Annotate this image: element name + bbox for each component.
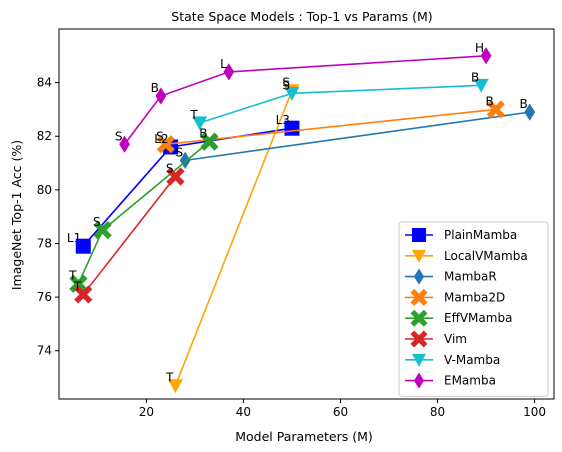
legend-item-mamba2d: Mamba2D <box>405 288 505 306</box>
legend-label: LocalVMamba <box>444 249 528 263</box>
point-vim <box>74 285 93 304</box>
point-label: H <box>475 41 484 55</box>
legend-marker <box>412 353 426 367</box>
x-tick-label: 20 <box>139 405 154 419</box>
legend-label: MambaR <box>444 270 497 284</box>
series-line-vim <box>82 175 177 295</box>
legend-marker <box>410 330 428 348</box>
series-line-mamba2d <box>165 108 496 146</box>
point-label: T <box>189 108 198 122</box>
point-plainmamba <box>75 238 91 254</box>
chart-title: State Space Models : Top-1 vs Params (M) <box>171 9 432 24</box>
point-label: S <box>282 76 290 90</box>
series-vim <box>74 167 185 304</box>
legend-marker <box>410 288 428 306</box>
series-line-emamba <box>123 55 487 145</box>
plot-frame <box>58 28 555 400</box>
legend-item-plainmamba: PlainMamba <box>405 228 517 242</box>
point-mamba2d <box>156 135 175 154</box>
point-label: B <box>486 94 494 108</box>
point-mambar <box>524 103 536 121</box>
point-vim <box>166 167 185 186</box>
x-axis-label: Model Parameters (M) <box>235 429 373 444</box>
point-localvmamba <box>167 379 183 394</box>
point-label: S <box>93 215 101 229</box>
series-mamba2d <box>156 100 505 154</box>
legend-item-v-mamba: V-Mamba <box>405 353 500 367</box>
series-line-mambar <box>185 111 530 162</box>
point-label: L <box>220 57 227 71</box>
point-label: S <box>115 129 123 143</box>
point-v-mamba <box>473 78 489 93</box>
point-label: B <box>151 81 159 95</box>
point-emamba <box>223 63 235 81</box>
point-label: T <box>165 371 174 385</box>
legend-item-emamba: EMamba <box>405 372 496 389</box>
point-label: L3 <box>276 113 290 127</box>
y-tick-label: 78 <box>37 236 52 250</box>
series-line-plainmamba <box>82 127 293 247</box>
series-v-mamba <box>192 78 489 131</box>
legend-item-localvmamba: LocalVMamba <box>405 249 528 263</box>
y-tick-label: 76 <box>37 290 52 304</box>
point-label: S <box>282 78 290 92</box>
point-label: S <box>156 129 164 143</box>
y-tick-label: 84 <box>37 76 52 90</box>
point-effvmamba <box>200 132 219 151</box>
point-label: T <box>68 269 77 283</box>
legend-label: PlainMamba <box>444 228 517 242</box>
point-emamba <box>119 135 130 153</box>
series-emamba <box>119 47 492 153</box>
point-label: B <box>471 70 479 84</box>
y-tick-label: 74 <box>37 344 52 358</box>
point-v-mamba <box>284 86 300 101</box>
legend-label: V-Mamba <box>444 353 500 367</box>
legend-box <box>398 221 549 397</box>
point-label: T <box>73 279 82 293</box>
point-mamba2d <box>486 100 505 119</box>
series-line-v-mamba <box>199 84 482 124</box>
legend-label: Vim <box>444 332 467 346</box>
point-v-mamba <box>192 116 208 131</box>
legend-item-vim: Vim <box>405 330 467 348</box>
point-label: L1 <box>67 231 81 245</box>
point-label: S <box>176 145 184 159</box>
legend-item-effvmamba: EffVMamba <box>405 309 512 327</box>
point-effvmamba <box>69 274 88 293</box>
y-tick-label: 80 <box>37 183 52 197</box>
x-tick-label: 40 <box>236 405 251 419</box>
legend-label: Mamba2D <box>444 290 505 304</box>
x-tick-label: 80 <box>430 405 445 419</box>
x-tick-label: 100 <box>523 405 546 419</box>
legend-item-mambar: MambaR <box>405 268 497 285</box>
legend-label: EMamba <box>444 374 496 388</box>
series-mambar <box>179 103 536 170</box>
y-axis-label: ImageNet Top-1 Acc (%) <box>9 140 24 290</box>
legend-marker <box>412 228 426 242</box>
point-emamba <box>480 47 492 65</box>
legend-marker <box>410 309 428 327</box>
legend-label: EffVMamba <box>444 311 512 325</box>
y-tick-label: 82 <box>37 129 52 143</box>
legend-marker <box>412 249 426 263</box>
series-line-effvmamba <box>77 140 210 285</box>
series-effvmamba <box>69 132 219 293</box>
point-emamba <box>155 87 167 105</box>
point-effvmamba <box>93 220 112 240</box>
point-label: B <box>520 97 528 111</box>
point-label: S <box>166 161 174 175</box>
point-label: L2 <box>154 132 168 146</box>
series-line-localvmamba <box>174 90 293 386</box>
legend-marker <box>413 268 425 285</box>
point-label: B <box>199 127 207 141</box>
legend-marker <box>413 372 425 389</box>
x-tick-label: 60 <box>333 405 348 419</box>
